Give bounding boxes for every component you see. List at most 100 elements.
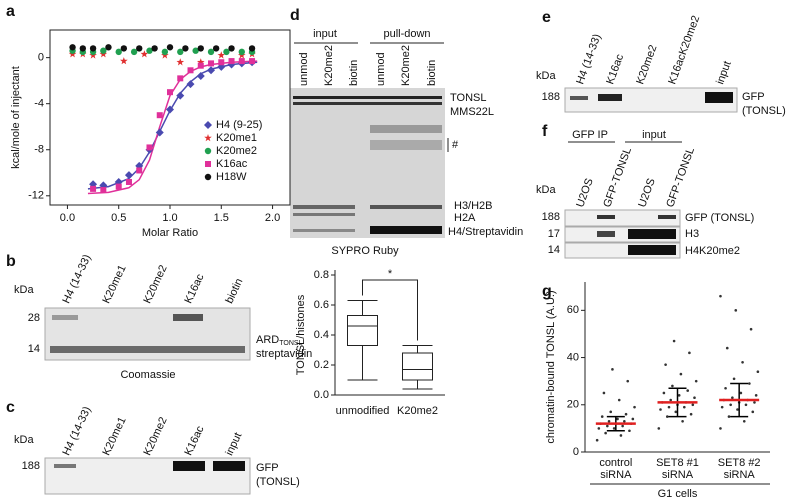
y-tick-label: 60 (567, 304, 579, 316)
gel-b: kDa 28 14 H4 (14-33) K20me1 K20me2 K16ac… (14, 253, 312, 381)
marker (204, 173, 212, 181)
marker (161, 48, 169, 56)
lane-label: H4 (14-33) (60, 405, 93, 458)
x-tick-label: unmodified (336, 405, 390, 417)
marker (228, 45, 235, 52)
lane-label: K20me2 (141, 415, 169, 457)
kda: kDa (14, 284, 34, 296)
point (756, 370, 760, 374)
gel-d: input pull-down unmod K20me2 biotin unmo… (290, 28, 523, 257)
marker (166, 105, 174, 114)
point (628, 429, 631, 433)
point (606, 424, 609, 428)
lane-label: K16acK20me2 (666, 14, 702, 86)
lane-label: input (714, 59, 733, 86)
group-label: pull-down (383, 28, 430, 40)
marker (187, 67, 194, 74)
band (52, 315, 78, 320)
gel (564, 209, 681, 227)
marker (186, 80, 195, 89)
marker (156, 112, 163, 119)
point (688, 351, 691, 355)
panel-label: g (542, 283, 552, 300)
band-label: streptavidin (256, 348, 312, 360)
band (570, 96, 588, 100)
marker: 14 (28, 343, 40, 355)
x-tick-label: K20me2 (397, 405, 438, 417)
band (597, 231, 615, 237)
lane-label: U2OS (574, 177, 596, 209)
band-label: H4K20me2 (685, 245, 740, 257)
point (729, 403, 732, 407)
marker (208, 60, 215, 67)
marker (238, 58, 245, 65)
band (628, 229, 676, 239)
gel-f: GFP IP input U2OS GFP-TONSL U2OS GFP-TON… (536, 129, 754, 259)
lane-label: K16ac (604, 52, 626, 86)
panel-label: b (6, 253, 16, 270)
point (616, 417, 619, 421)
point (754, 394, 758, 397)
marker (204, 147, 212, 155)
box (347, 315, 378, 346)
x-tick-label: siRNA (724, 469, 756, 481)
marker (100, 187, 107, 194)
band (54, 464, 76, 468)
point (662, 391, 666, 395)
marker (177, 75, 184, 82)
band-label: H4/Streptavidin (448, 226, 523, 238)
lane-label: U2OS (636, 177, 658, 209)
marker (136, 167, 143, 174)
point (683, 405, 686, 409)
point (602, 391, 606, 395)
band (293, 213, 355, 216)
marker (176, 58, 185, 66)
marker (204, 134, 212, 142)
x-tick-label: 0.5 (111, 212, 126, 224)
point (612, 427, 616, 430)
band (598, 94, 622, 101)
point (604, 431, 607, 435)
lane-label: K16ac (182, 424, 206, 458)
marker (120, 57, 128, 65)
point (691, 403, 695, 407)
marker (89, 45, 97, 52)
band (597, 215, 615, 219)
lane-label: K16ac (182, 272, 206, 306)
y-tick-label: 20 (567, 399, 579, 411)
legend-label: K20me2 (216, 145, 257, 157)
significance-bracket (362, 279, 418, 341)
marker: 28 (28, 312, 40, 324)
marker (115, 48, 122, 56)
point (671, 384, 674, 388)
point (609, 410, 613, 414)
y-tick-label: -4 (34, 98, 44, 110)
marker (155, 128, 164, 137)
y-tick-label: -8 (34, 144, 44, 156)
x-tick-label: 1.0 (162, 212, 177, 224)
x-tick-label: siRNA (662, 469, 694, 481)
y-axis-label: kcal/mole of injectant (10, 66, 22, 169)
marker (218, 59, 225, 66)
marker (192, 47, 199, 54)
legend-label: H18W (216, 171, 247, 183)
marker (182, 45, 189, 52)
lane-label: GFP-TONSL (601, 146, 634, 209)
point (732, 377, 736, 381)
point (677, 394, 681, 397)
point (749, 327, 753, 331)
point (659, 408, 662, 411)
band-label: GFP (TONSL) (685, 212, 754, 224)
point (689, 412, 693, 416)
marker (248, 45, 256, 52)
band-label: H3 (685, 228, 699, 240)
x-tick-label: SET8 #2 (718, 457, 761, 469)
marker (130, 48, 138, 56)
band (370, 125, 442, 133)
y-tick-label: 0.8 (314, 269, 329, 281)
panel-label: c (6, 399, 15, 416)
axes (584, 282, 770, 453)
lane-label: biotin (348, 60, 360, 86)
group-label: G1 cells (658, 488, 698, 500)
panel-label: d (290, 7, 300, 24)
